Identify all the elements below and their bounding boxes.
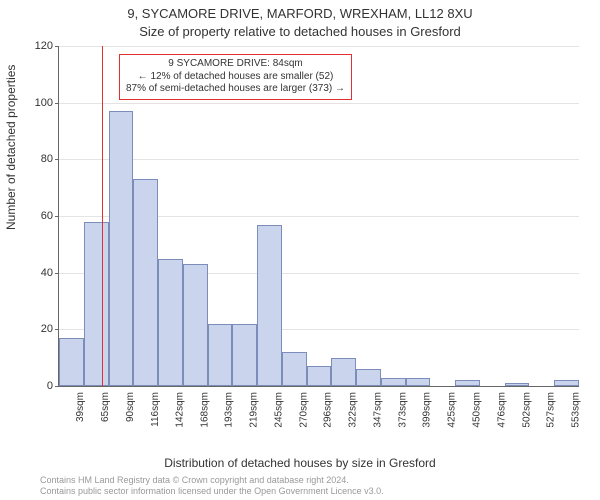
x-tick-label: 476sqm [496,392,507,428]
x-tick-label: 39sqm [75,392,86,422]
chart-title-line2: Size of property relative to detached ho… [0,24,600,39]
histogram-bar [505,383,530,386]
histogram-bar [158,259,183,387]
histogram-bar [381,378,406,387]
grid-line [59,159,579,160]
footer-attribution: Contains HM Land Registry data © Crown c… [40,475,384,496]
grid-line [59,103,579,104]
y-tick-label: 0 [23,380,53,392]
annotation-line3: 87% of semi-detached houses are larger (… [126,83,345,96]
histogram-bar [133,179,158,386]
histogram-bar [356,369,381,386]
y-axis-label: Number of detached properties [4,65,18,230]
histogram-bar [554,380,579,386]
x-tick-label: 168sqm [199,392,210,428]
annotation-line2: ← 12% of detached houses are smaller (52… [126,71,345,84]
x-axis-label: Distribution of detached houses by size … [0,456,600,470]
x-tick-label: 90sqm [125,392,136,422]
x-tick-label: 502sqm [521,392,532,428]
y-tick-label: 20 [23,323,53,335]
y-tick-label: 100 [23,97,53,109]
x-tick-label: 553sqm [571,392,582,428]
histogram-bar [84,222,109,386]
x-tick-label: 219sqm [249,392,260,428]
histogram-bar [455,380,480,386]
y-tick-label: 40 [23,267,53,279]
x-tick-label: 347sqm [373,392,384,428]
reference-line [102,46,103,386]
x-tick-label: 399sqm [422,392,433,428]
histogram-bar [331,358,356,386]
footer-line2: Contains public sector information licen… [40,486,384,496]
histogram-bar [59,338,84,386]
y-tick-label: 80 [23,153,53,165]
x-tick-label: 373sqm [397,392,408,428]
y-tick-label: 60 [23,210,53,222]
x-tick-label: 322sqm [348,392,359,428]
annotation-box: 9 SYCAMORE DRIVE: 84sqm← 12% of detached… [119,54,352,100]
x-tick-label: 425sqm [447,392,458,428]
x-tick-label: 270sqm [298,392,309,428]
y-tick [55,386,59,387]
y-tick-label: 120 [23,40,53,52]
histogram-bar [257,225,282,387]
histogram-bar [109,111,134,386]
histogram-bar [208,324,233,386]
histogram-bar [183,264,208,386]
x-tick-label: 193sqm [224,392,235,428]
x-tick-label: 245sqm [273,392,284,428]
x-tick-label: 116sqm [150,392,161,427]
x-tick-label: 142sqm [174,392,185,428]
annotation-line1: 9 SYCAMORE DRIVE: 84sqm [126,58,345,71]
x-tick-label: 65sqm [100,392,111,422]
y-tick [55,216,59,217]
x-tick-label: 527sqm [546,392,557,428]
plot-area: 02040608010012039sqm65sqm90sqm116sqm142s… [58,46,579,387]
chart-title-line1: 9, SYCAMORE DRIVE, MARFORD, WREXHAM, LL1… [0,6,600,21]
footer-line1: Contains HM Land Registry data © Crown c… [40,475,384,485]
chart-container: 9, SYCAMORE DRIVE, MARFORD, WREXHAM, LL1… [0,0,600,500]
histogram-bar [232,324,257,386]
x-tick-label: 296sqm [323,392,334,428]
grid-line [59,46,579,47]
y-tick [55,273,59,274]
y-tick [55,46,59,47]
y-tick [55,329,59,330]
y-tick [55,159,59,160]
histogram-bar [282,352,307,386]
histogram-bar [406,378,431,387]
histogram-bar [307,366,332,386]
y-tick [55,103,59,104]
x-tick-label: 450sqm [472,392,483,428]
